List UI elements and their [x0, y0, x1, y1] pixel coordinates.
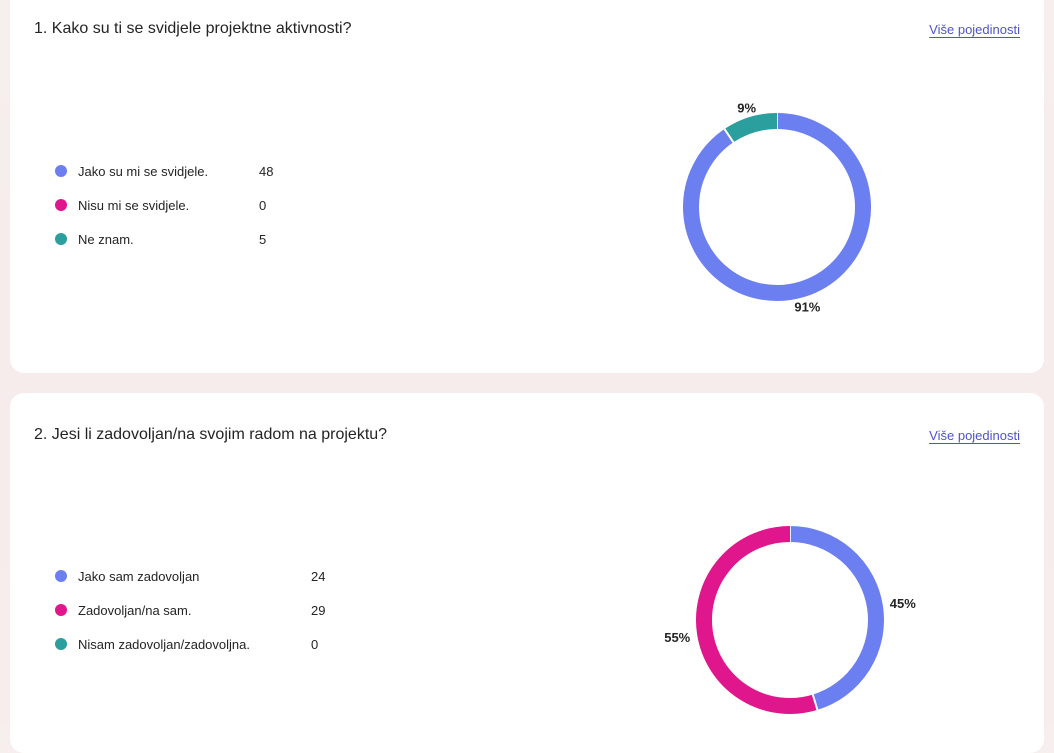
question-title: 1. Kako su ti se svidjele projektne akti… [34, 20, 352, 37]
option-label: Jako sam zadovoljan [78, 569, 200, 584]
slice-separator [811, 693, 819, 712]
question-title: 2. Jesi li zadovoljan/na svojim radom na… [34, 426, 388, 443]
option-count: 29 [311, 603, 326, 618]
question-card-1: 1. Kako su ti se svidjele projektne akti… [10, 0, 1044, 373]
slice-percent-label: 91% [794, 299, 820, 314]
option-count: 48 [259, 164, 274, 179]
legend-dot [55, 604, 67, 616]
question-card-2: 2. Jesi li zadovoljan/na svojim radom na… [10, 393, 1044, 753]
legend-dot [55, 638, 67, 650]
option-count: 24 [311, 569, 326, 584]
option-label: Zadovoljan/na sam. [78, 603, 192, 618]
more-details-link[interactable]: Više pojedinosti [929, 428, 1020, 443]
donut-slice [789, 526, 884, 710]
option-count: 0 [259, 198, 267, 213]
legend-dot [55, 199, 67, 211]
legend-dot [55, 570, 67, 582]
donut-slice [683, 113, 871, 301]
donut-slice [696, 526, 818, 714]
slice-percent-label: 45% [890, 596, 916, 611]
more-details-link[interactable]: Više pojedinosti [929, 22, 1020, 37]
donut-chart: 45% 55% [664, 525, 916, 714]
donut-slice [724, 113, 778, 143]
option-count: 0 [311, 637, 319, 652]
option-label: Nisam zadovoljan/zadovoljna. [78, 637, 250, 652]
slice-percent-label: 9% [737, 101, 756, 116]
option-label: Jako su mi se svidjele. [78, 164, 209, 179]
option-label: Ne znam. [78, 232, 134, 247]
legend-dot [55, 233, 67, 245]
option-count: 5 [259, 232, 267, 247]
slice-percent-label: 55% [664, 630, 690, 645]
donut-chart: 91% 9% [683, 101, 871, 314]
slice-separator [723, 127, 735, 144]
option-label: Nisu mi se svidjele. [78, 198, 190, 213]
legend-dot [55, 165, 67, 177]
